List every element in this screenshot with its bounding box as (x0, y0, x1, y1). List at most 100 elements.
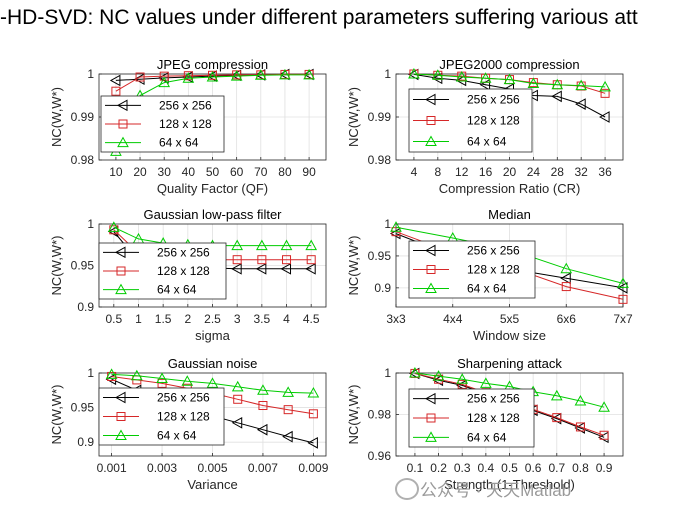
x-tick-label: 3 (234, 312, 241, 326)
y-axis-label: NC(W,W*) (346, 87, 361, 147)
legend: 256 x 256 128 x 128 64 x 64 (98, 387, 225, 446)
y-axis-label: NC(W,W*) (346, 236, 361, 296)
x-tick-label: 0.003 (147, 461, 177, 475)
data-point (618, 294, 628, 304)
data-point (183, 71, 193, 81)
data-point (280, 239, 293, 251)
data-point (390, 221, 402, 232)
chart-panel-5: 0.001 0.003 0.005 0.007 0.009 0.9 0.95 1 Gaussia… (49, 356, 329, 492)
legend-label: 64 x 64 (467, 135, 507, 149)
legend: 256 x 256 128 x 128 64 x 64 (408, 240, 536, 299)
data-point (282, 255, 292, 265)
x-tick-label: 3x3 (386, 312, 406, 326)
data-point (231, 239, 244, 251)
x-tick-label: 0.1 (407, 461, 424, 475)
legend-marker (114, 391, 126, 404)
data-point (574, 394, 587, 406)
data-point (283, 405, 293, 415)
x-tick-label: 32 (575, 165, 589, 179)
x-tick-label: 7x7 (613, 312, 633, 326)
data-point (157, 378, 167, 388)
data-point (105, 368, 118, 379)
data-point (431, 69, 444, 80)
y-tick-label: 0.9 (374, 281, 391, 295)
y-tick-label: 0.99 (368, 110, 392, 124)
data-point (575, 98, 586, 110)
chart-title: Sharpening attack (457, 356, 562, 371)
y-tick-label: 0.99 (71, 110, 95, 124)
x-tick-label: 0.4 (478, 461, 495, 475)
legend-marker (117, 136, 129, 148)
legend-label: 128 x 128 (467, 114, 520, 128)
x-tick-label: 0.5 (501, 461, 518, 475)
axes-frame (395, 223, 624, 308)
data-point (233, 394, 243, 404)
legend-marker (425, 282, 437, 293)
x-axis-label: Variance (187, 477, 237, 492)
data-point (432, 370, 445, 381)
legend: 256 x 256 128 x 128 64 x 64 (100, 95, 225, 153)
x-tick-label: 16 (479, 165, 493, 179)
legend-label: 64 x 64 (159, 136, 199, 150)
data-point (575, 79, 588, 91)
y-tick-label: 1 (384, 366, 391, 380)
data-point (111, 86, 121, 96)
data-point (617, 277, 629, 288)
legend-label: 256 x 256 (467, 93, 520, 107)
chart-title: JPEG compression (157, 57, 268, 72)
legend-label: 128 x 128 (467, 411, 520, 425)
x-tick-label: 0.8 (572, 461, 589, 475)
legend-marker (116, 412, 126, 421)
x-axis-label: Quality Factor (QF) (157, 181, 268, 196)
legend-label: 256 x 256 (467, 244, 520, 258)
chart-panel-1: 10 20 30 40 50 60 70 80 90 0.98 0.99 1 JPEG compress… (49, 57, 327, 196)
data-point (551, 78, 564, 90)
legend-label: 64 x 64 (157, 283, 197, 297)
series-line-3 (414, 372, 605, 408)
series-line-3 (413, 73, 606, 88)
data-point (255, 239, 268, 251)
x-axis-label: sigma (195, 328, 230, 343)
legend-marker (115, 283, 127, 295)
x-tick-label: 1.5 (155, 312, 172, 326)
data-point (550, 389, 563, 401)
data-point (107, 221, 120, 232)
x-tick-label: 40 (182, 165, 196, 179)
x-tick-label: 0.3 (454, 461, 471, 475)
x-tick-label: 4 (283, 312, 290, 326)
data-point (231, 416, 243, 429)
data-point (305, 239, 318, 251)
data-point (305, 262, 316, 275)
x-tick-label: 2.5 (204, 312, 221, 326)
legend-label: 128 x 128 (157, 264, 210, 278)
legend-marker (118, 119, 128, 129)
data-point (206, 70, 219, 82)
y-tick-label: 0.95 (368, 249, 392, 263)
data-point (254, 69, 267, 80)
x-tick-label: 0.9 (596, 461, 613, 475)
y-tick-label: 0.98 (368, 153, 392, 167)
y-tick-label: 1 (87, 67, 94, 81)
data-point (527, 89, 538, 102)
x-tick-label: 5x5 (500, 312, 520, 326)
legend-marker (116, 266, 126, 276)
data-point (408, 67, 420, 79)
chart-title: Median (488, 207, 531, 222)
legend-label: 128 x 128 (159, 117, 212, 131)
axes-frame (395, 372, 624, 457)
x-axis-label: Strength (1-Threshold) (444, 477, 575, 492)
x-tick-label: 3.5 (254, 312, 271, 326)
x-tick-label: 80 (278, 165, 292, 179)
data-point (256, 423, 268, 436)
data-point (599, 111, 610, 123)
y-tick-label: 1 (384, 217, 391, 231)
legend-marker (426, 413, 436, 423)
legend-marker (425, 135, 437, 146)
legend-label: 64 x 64 (467, 282, 507, 296)
y-axis-label: NC(W,W*) (49, 385, 64, 445)
legend-marker (115, 429, 127, 440)
x-tick-label: 1 (135, 312, 142, 326)
x-tick-label: 36 (598, 165, 612, 179)
data-point (206, 377, 219, 388)
data-point (456, 373, 469, 384)
